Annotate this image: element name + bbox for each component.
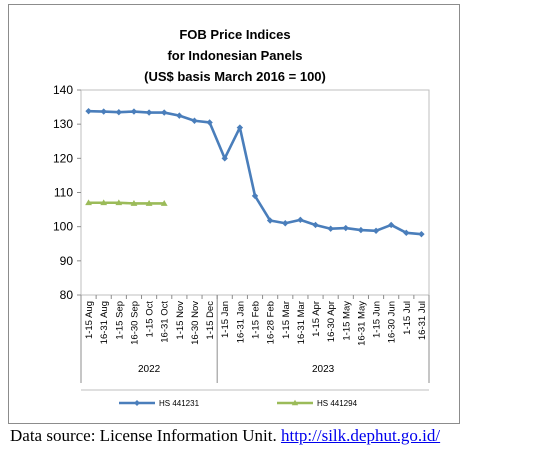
legend: HS 441231 HS 441294 [119, 399, 358, 408]
x-tick-label: 1-15 Dec [205, 301, 216, 340]
data-point [160, 200, 168, 206]
x-tick-label: 16-31 Jul [417, 301, 428, 340]
data-point [115, 199, 123, 206]
data-point [236, 124, 244, 131]
x-tick-label: 16-30 Nov [190, 301, 201, 345]
data-point [115, 109, 123, 116]
y-tick-label: 140 [53, 83, 73, 97]
data-point [266, 217, 274, 224]
data-point [145, 109, 153, 116]
series-line-hs-441294 [88, 201, 165, 205]
data-point [251, 192, 259, 200]
data-point [418, 230, 425, 238]
x-tick-label: 1-15 Nov [175, 301, 186, 340]
data-point [161, 109, 168, 116]
series-layer [85, 107, 425, 238]
x-tick-label: 1-15 Jan [220, 301, 231, 338]
data-point [403, 229, 410, 237]
legend-entry-label: HS 441294 [317, 399, 358, 408]
year-group-label: 2022 [138, 364, 161, 375]
x-tick-label: 1-15 Apr [311, 301, 322, 337]
data-source-text: Data source: License Information Unit. [10, 426, 281, 445]
x-tick-label: 1-15 Oct [145, 301, 156, 338]
chart-frame: FOB Price Indices for Indonesian Panels … [8, 4, 460, 424]
x-tick-label: 1-15 May [341, 301, 352, 341]
chart-title-line-3: (US$ basis March 2016 = 100) [144, 69, 326, 84]
data-point [100, 199, 108, 206]
legend-swatch-marker [134, 400, 140, 406]
data-point [176, 112, 183, 119]
data-point [85, 199, 92, 206]
y-tick-label: 100 [53, 220, 73, 234]
legend-entry-label: HS 441231 [159, 399, 200, 408]
x-tick-label: 1-15 Sep [114, 301, 125, 340]
x-tick-label: 16-30 Apr [326, 301, 337, 342]
data-point [221, 155, 228, 162]
x-tick-label: 16-31 May [356, 301, 367, 346]
y-tick-label: 80 [60, 288, 74, 302]
data-point [312, 221, 319, 229]
data-source-link[interactable]: http://silk.dephut.go.id/ [280, 426, 441, 445]
chart: FOB Price Indices for Indonesian Panels … [53, 27, 430, 408]
x-tick-label: 1-15 Aug [84, 301, 95, 339]
legend-swatch-marker [291, 399, 299, 406]
chart-title-line-2: for Indonesian Panels [167, 48, 302, 63]
x-tick-label: 1-15 Jul [402, 301, 413, 335]
year-group-label: 2023 [312, 364, 335, 375]
y-tick-label: 110 [54, 186, 73, 200]
x-tick-label: 16-30 Jun [387, 301, 398, 343]
data-point [206, 119, 213, 126]
x-tick-label: 16-31 Mar [296, 301, 307, 344]
data-point [85, 107, 92, 115]
data-point [130, 200, 138, 206]
data-point [357, 226, 365, 234]
x-tick-label: 1-15 Feb [251, 301, 262, 339]
data-point [372, 227, 380, 234]
x-tick-label: 16-30 Sep [129, 301, 140, 345]
data-source-note: Data source: License Information Unit. h… [10, 426, 440, 446]
x-tick-label: 16-28 Feb [266, 301, 277, 344]
y-tick-label: 130 [53, 117, 73, 131]
x-tick-label: 1-15 Jun [372, 301, 383, 338]
data-point [327, 225, 334, 232]
x-tick-label: 16-31 Oct [160, 301, 171, 343]
data-point [297, 216, 304, 224]
axes: 80 90 100 110 120 130 140 1-15 Aug 16-31 Aug 1-15… [53, 83, 430, 391]
data-point [191, 117, 198, 124]
y-tick-label: 90 [60, 254, 74, 268]
data-point [282, 220, 289, 227]
data-point [342, 224, 349, 232]
x-tick-label: 16-31 Jan [235, 301, 246, 343]
data-point [130, 108, 138, 115]
x-tick-label: 1-15 Mar [281, 301, 292, 339]
data-point [100, 108, 107, 115]
x-tick-label: 16-31 Aug [99, 301, 110, 344]
y-tick-label: 120 [53, 151, 73, 165]
data-point [145, 200, 153, 206]
chart-title-line-1: FOB Price Indices [179, 27, 290, 42]
data-point [387, 221, 395, 229]
